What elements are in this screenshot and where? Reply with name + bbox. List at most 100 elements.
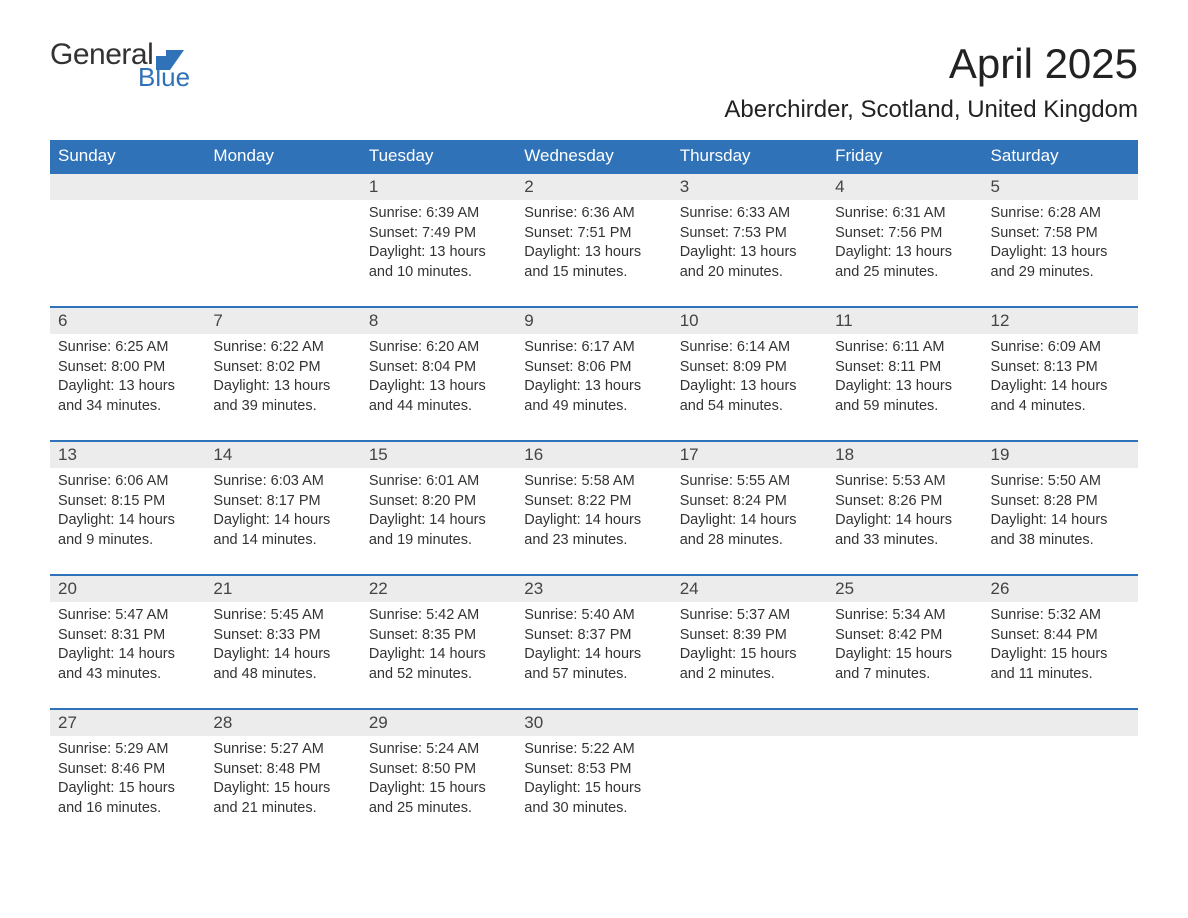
- week-row: 6 Sunrise: 6:25 AMSunset: 8:00 PMDaylight…: [50, 306, 1138, 440]
- day-number: 11: [827, 308, 982, 334]
- sunrise-text: Sunrise: 5:42 AM: [369, 606, 508, 626]
- daylight-text: Daylight: 13 hours and 59 minutes.: [835, 377, 974, 416]
- day-cell: 3Sunrise: 6:33 AMSunset: 7:53 PMDaylight…: [672, 174, 827, 306]
- sunset-text: Sunset: 7:49 PM: [369, 224, 508, 244]
- day-cell: 22Sunrise: 5:42 AMSunset: 8:35 PMDayligh…: [361, 576, 516, 708]
- day-body: Sunrise: 5:24 AMSunset: 8:50 PMDaylight:…: [361, 740, 516, 818]
- daylight-text: Daylight: 13 hours and 54 minutes.: [680, 377, 819, 416]
- day-cell: 8 Sunrise: 6:20 AMSunset: 8:04 PMDaylight…: [361, 308, 516, 440]
- day-body: Sunrise: 6:20 AMSunset: 8:04 PMDaylight:…: [361, 338, 516, 416]
- sunrise-text: Sunrise: 6:17 AM: [524, 338, 663, 358]
- dow-cell: Monday: [205, 140, 360, 172]
- day-cell: 10Sunrise: 6:14 AMSunset: 8:09 PMDayligh…: [672, 308, 827, 440]
- sunrise-text: Sunrise: 6:36 AM: [524, 204, 663, 224]
- day-body: Sunrise: 6:03 AMSunset: 8:17 PMDaylight:…: [205, 472, 360, 550]
- day-number: [50, 174, 205, 200]
- sunset-text: Sunset: 8:09 PM: [680, 358, 819, 378]
- sunrise-text: Sunrise: 5:24 AM: [369, 740, 508, 760]
- page-subtitle: Aberchirder, Scotland, United Kingdom: [50, 96, 1138, 124]
- daylight-text: Daylight: 13 hours and 34 minutes.: [58, 377, 197, 416]
- daylight-text: Daylight: 14 hours and 9 minutes.: [58, 511, 197, 550]
- sunset-text: Sunset: 7:51 PM: [524, 224, 663, 244]
- day-cell: 1Sunrise: 6:39 AMSunset: 7:49 PMDaylight…: [361, 174, 516, 306]
- day-number: 28: [205, 710, 360, 736]
- day-body: Sunrise: 6:31 AMSunset: 7:56 PMDaylight:…: [827, 204, 982, 282]
- header: General Blue April 2025: [50, 40, 1138, 90]
- sunrise-text: Sunrise: 6:31 AM: [835, 204, 974, 224]
- day-number: 2: [516, 174, 671, 200]
- week-row: 27Sunrise: 5:29 AMSunset: 8:46 PMDayligh…: [50, 708, 1138, 842]
- daylight-text: Daylight: 13 hours and 29 minutes.: [991, 243, 1130, 282]
- day-body: Sunrise: 6:17 AMSunset: 8:06 PMDaylight:…: [516, 338, 671, 416]
- daylight-text: Daylight: 15 hours and 21 minutes.: [213, 779, 352, 818]
- day-body: Sunrise: 5:27 AMSunset: 8:48 PMDaylight:…: [205, 740, 360, 818]
- day-cell: 27Sunrise: 5:29 AMSunset: 8:46 PMDayligh…: [50, 710, 205, 842]
- sunrise-text: Sunrise: 5:50 AM: [991, 472, 1130, 492]
- sunset-text: Sunset: 8:37 PM: [524, 626, 663, 646]
- daylight-text: Daylight: 14 hours and 38 minutes.: [991, 511, 1130, 550]
- sunset-text: Sunset: 8:46 PM: [58, 760, 197, 780]
- day-cell: 9 Sunrise: 6:17 AMSunset: 8:06 PMDaylight…: [516, 308, 671, 440]
- day-number: 9: [516, 308, 671, 334]
- daylight-text: Daylight: 15 hours and 25 minutes.: [369, 779, 508, 818]
- sunset-text: Sunset: 8:06 PM: [524, 358, 663, 378]
- sunset-text: Sunset: 8:50 PM: [369, 760, 508, 780]
- day-body: Sunrise: 5:50 AMSunset: 8:28 PMDaylight:…: [983, 472, 1138, 550]
- sunset-text: Sunset: 7:56 PM: [835, 224, 974, 244]
- sunset-text: Sunset: 8:04 PM: [369, 358, 508, 378]
- day-cell: 5 Sunrise: 6:28 AMSunset: 7:58 PMDaylight…: [983, 174, 1138, 306]
- sunset-text: Sunset: 8:02 PM: [213, 358, 352, 378]
- daylight-text: Daylight: 15 hours and 7 minutes.: [835, 645, 974, 684]
- day-cell: 14 Sunrise: 6:03 AMSunset: 8:17 PMDayligh…: [205, 442, 360, 574]
- day-number: 30: [516, 710, 671, 736]
- sunset-text: Sunset: 8:33 PM: [213, 626, 352, 646]
- day-cell: 7Sunrise: 6:22 AMSunset: 8:02 PMDaylight…: [205, 308, 360, 440]
- day-number: [205, 174, 360, 200]
- day-number: 17: [672, 442, 827, 468]
- daylight-text: Daylight: 15 hours and 30 minutes.: [524, 779, 663, 818]
- sunset-text: Sunset: 8:53 PM: [524, 760, 663, 780]
- day-number: 6: [50, 308, 205, 334]
- day-body: Sunrise: 6:28 AMSunset: 7:58 PMDaylight:…: [983, 204, 1138, 282]
- sunset-text: Sunset: 8:44 PM: [991, 626, 1130, 646]
- day-body: Sunrise: 6:14 AMSunset: 8:09 PMDaylight:…: [672, 338, 827, 416]
- day-number: [672, 710, 827, 736]
- daylight-text: Daylight: 13 hours and 44 minutes.: [369, 377, 508, 416]
- sunrise-text: Sunrise: 5:45 AM: [213, 606, 352, 626]
- day-body: Sunrise: 6:33 AMSunset: 7:53 PMDaylight:…: [672, 204, 827, 282]
- day-body: Sunrise: 6:36 AMSunset: 7:51 PMDaylight:…: [516, 204, 671, 282]
- sunset-text: Sunset: 7:53 PM: [680, 224, 819, 244]
- day-cell: 6 Sunrise: 6:25 AMSunset: 8:00 PMDaylight…: [50, 308, 205, 440]
- day-number: 14: [205, 442, 360, 468]
- day-number: 21: [205, 576, 360, 602]
- day-body: Sunrise: 5:34 AMSunset: 8:42 PMDaylight:…: [827, 606, 982, 684]
- daylight-text: Daylight: 13 hours and 49 minutes.: [524, 377, 663, 416]
- day-body: Sunrise: 6:25 AMSunset: 8:00 PMDaylight:…: [50, 338, 205, 416]
- page-title: April 2025: [949, 40, 1138, 88]
- day-body: Sunrise: 5:47 AMSunset: 8:31 PMDaylight:…: [50, 606, 205, 684]
- day-cell: 24Sunrise: 5:37 AMSunset: 8:39 PMDayligh…: [672, 576, 827, 708]
- daylight-text: Daylight: 13 hours and 15 minutes.: [524, 243, 663, 282]
- day-number: 18: [827, 442, 982, 468]
- day-number: 8: [361, 308, 516, 334]
- day-number: 19: [983, 442, 1138, 468]
- day-cell: 29 Sunrise: 5:24 AMSunset: 8:50 PMDayligh…: [361, 710, 516, 842]
- sunrise-text: Sunrise: 6:11 AM: [835, 338, 974, 358]
- sunrise-text: Sunrise: 5:34 AM: [835, 606, 974, 626]
- day-number: 22: [361, 576, 516, 602]
- day-body: Sunrise: 6:22 AMSunset: 8:02 PMDaylight:…: [205, 338, 360, 416]
- day-body: Sunrise: 5:53 AMSunset: 8:26 PMDaylight:…: [827, 472, 982, 550]
- daylight-text: Daylight: 14 hours and 4 minutes.: [991, 377, 1130, 416]
- day-number: 29: [361, 710, 516, 736]
- day-body: Sunrise: 5:37 AMSunset: 8:39 PMDaylight:…: [672, 606, 827, 684]
- day-number: 27: [50, 710, 205, 736]
- sunrise-text: Sunrise: 5:40 AM: [524, 606, 663, 626]
- daylight-text: Daylight: 14 hours and 23 minutes.: [524, 511, 663, 550]
- day-cell: 2 Sunrise: 6:36 AMSunset: 7:51 PMDaylight…: [516, 174, 671, 306]
- daylight-text: Daylight: 14 hours and 14 minutes.: [213, 511, 352, 550]
- day-number: 5: [983, 174, 1138, 200]
- day-of-week-header: SundayMondayTuesdayWednesdayThursdayFrid…: [50, 140, 1138, 172]
- day-body: Sunrise: 5:58 AMSunset: 8:22 PMDaylight:…: [516, 472, 671, 550]
- sunset-text: Sunset: 8:15 PM: [58, 492, 197, 512]
- sunset-text: Sunset: 8:24 PM: [680, 492, 819, 512]
